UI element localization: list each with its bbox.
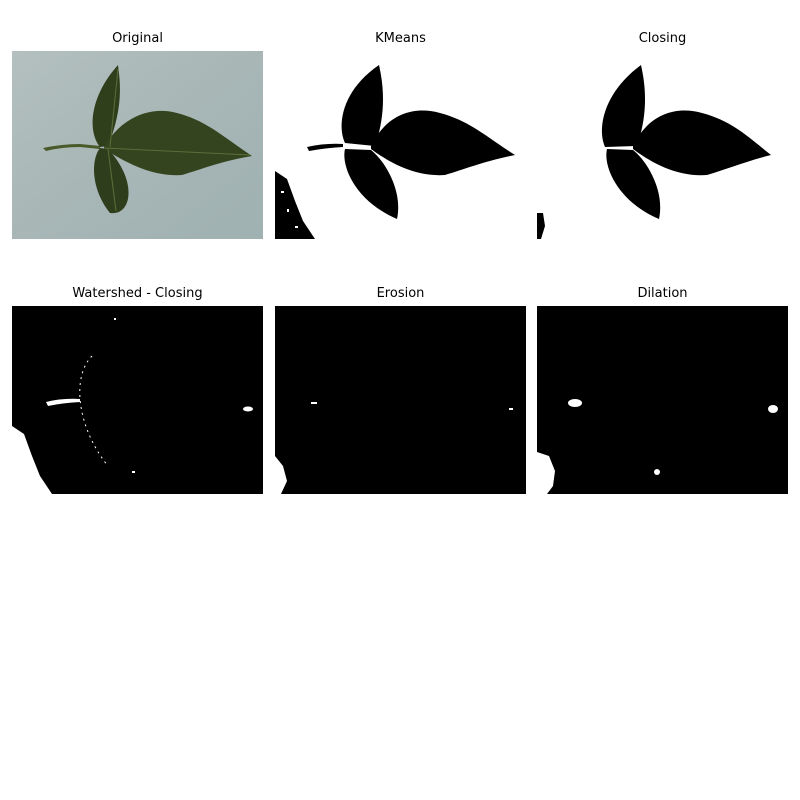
panel-title-closing: Closing	[638, 31, 687, 46]
panel-kmeans	[275, 51, 526, 239]
panel-original	[12, 51, 263, 239]
panel-title-watershed-closing: Watershed - Closing	[72, 286, 203, 301]
kmeans-mask	[275, 51, 526, 239]
panel-title-kmeans: KMeans	[375, 31, 426, 46]
panel-erosion	[275, 306, 526, 494]
panel-closing	[537, 51, 788, 239]
panel-title-erosion: Erosion	[376, 286, 425, 301]
panel-dilation	[537, 306, 788, 494]
panel-watershed-closing	[12, 306, 263, 494]
panel-title-original: Original	[112, 31, 163, 46]
closing-mask	[537, 51, 788, 239]
watershed-closing-mask	[12, 306, 263, 494]
original-image	[12, 51, 263, 239]
dilation-mask	[537, 306, 788, 494]
erosion-mask	[275, 306, 526, 494]
leaf-shape	[92, 65, 120, 147]
panel-title-dilation: Dilation	[637, 286, 688, 301]
